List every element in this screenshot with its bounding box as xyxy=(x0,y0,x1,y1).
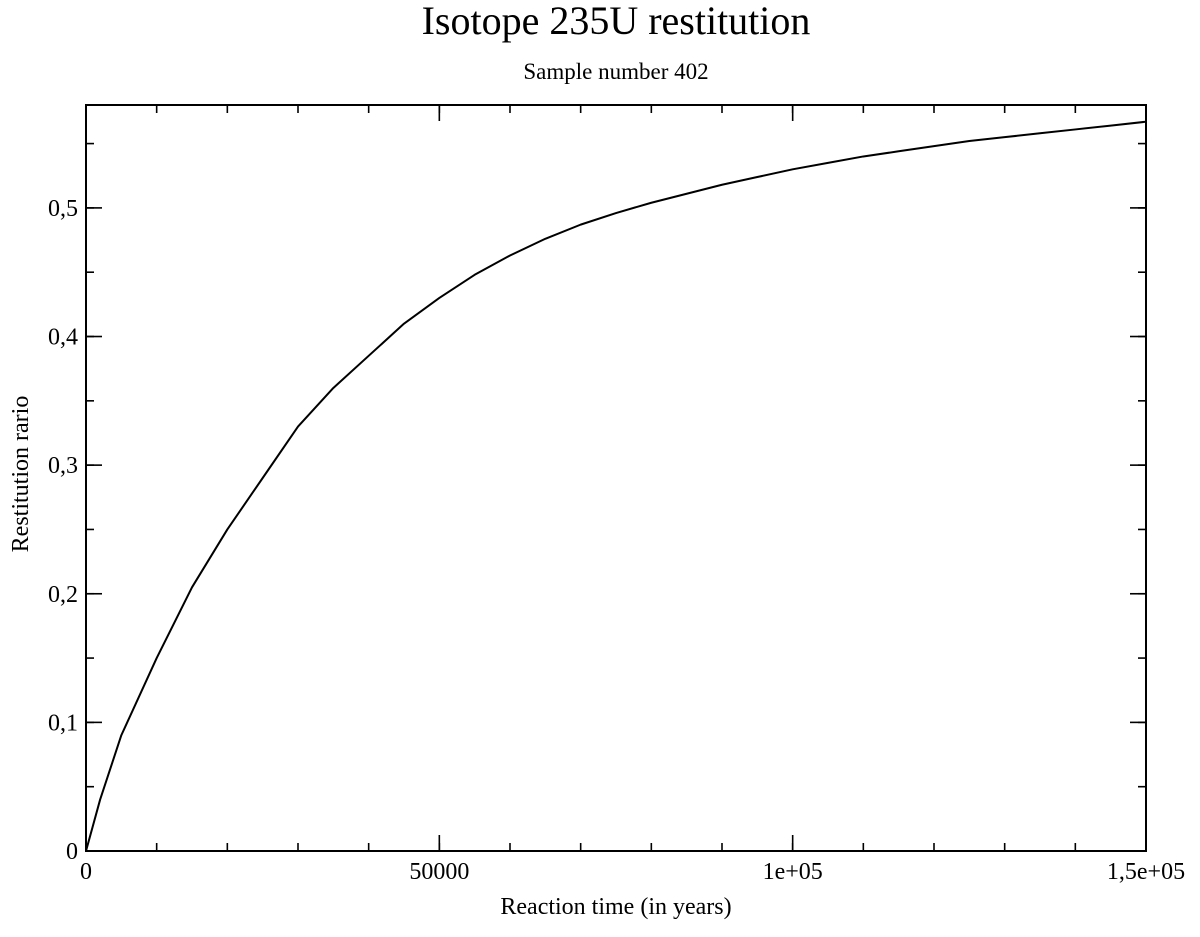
series-line xyxy=(85,120,1147,852)
y-tick-label: 0,2 xyxy=(48,582,78,608)
tick-labels-layer: 0 50000 1e+05 1,5e+05 0 0,1 0,2 0,3 0,4 0,5 xyxy=(48,196,1185,885)
chart-subtitle: Sample number 402 xyxy=(523,59,708,84)
ticks-layer xyxy=(85,105,1147,852)
x-axis-label: Reaction time (in years) xyxy=(500,894,731,920)
x-tick-label: 0 xyxy=(80,859,92,885)
y-tick-label: 0,4 xyxy=(48,325,78,351)
y-tick-label: 0,5 xyxy=(48,196,78,222)
y-axis-label: Restitution rario xyxy=(8,396,34,553)
y-tick-label: 0,1 xyxy=(48,710,78,736)
x-tick-label: 50000 xyxy=(409,859,469,885)
y-tick-label: 0 xyxy=(66,839,78,865)
series-layer xyxy=(85,120,1147,852)
plot-frame xyxy=(85,104,1147,852)
x-tick-label: 1,5e+05 xyxy=(1107,859,1185,885)
y-tick-label: 0,3 xyxy=(48,453,78,479)
chart-title: Isotope 235U restitution xyxy=(422,0,811,43)
x-tick-label: 1e+05 xyxy=(763,859,823,885)
